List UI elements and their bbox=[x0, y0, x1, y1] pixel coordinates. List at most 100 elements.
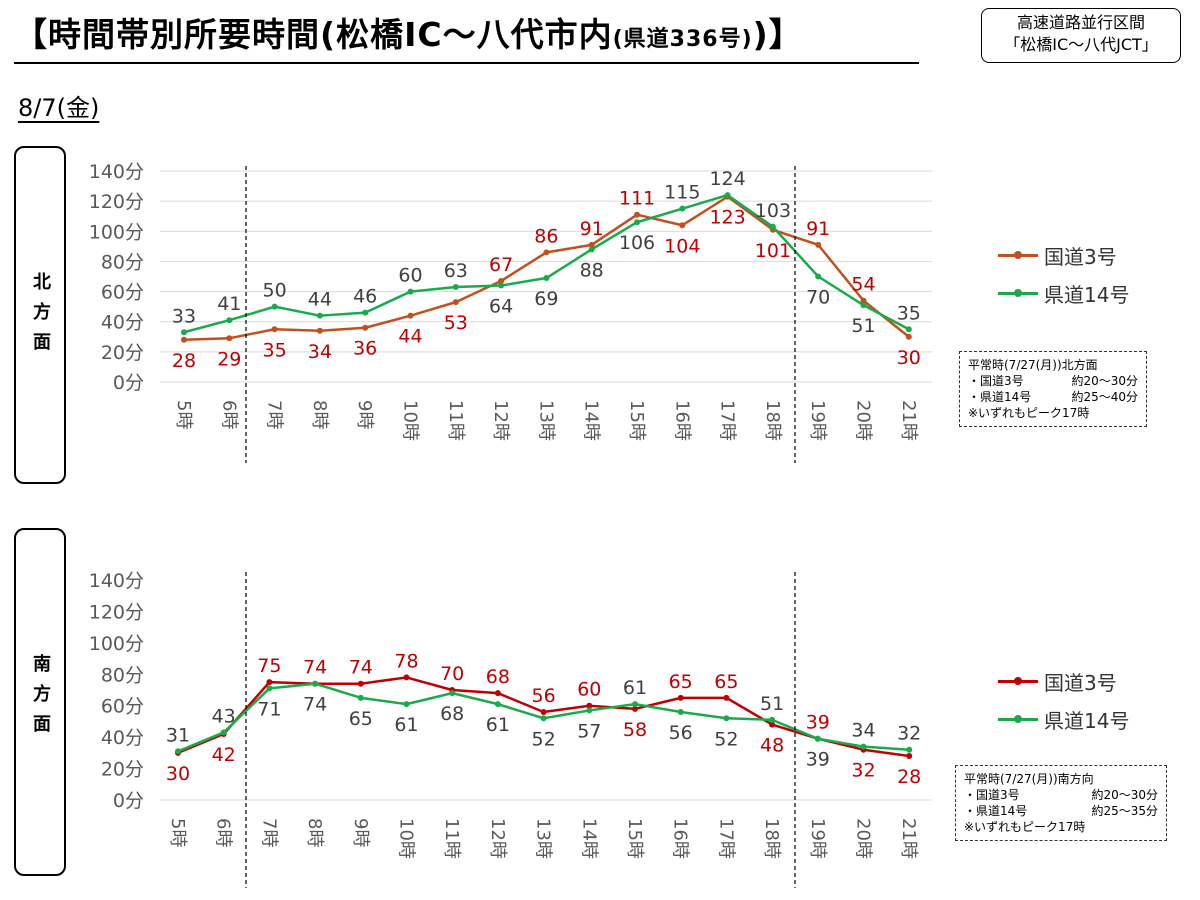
south-chart: 0分 20分 40分 60分 80分 100分 120分 140分 5時 6時 7時 8時 9時 10時 1… bbox=[89, 570, 932, 859]
north-series-point-0 bbox=[860, 297, 867, 304]
north-series-point-0 bbox=[452, 299, 459, 306]
south-data-label-0: 74 bbox=[303, 657, 327, 679]
north-data-label-0: 67 bbox=[489, 254, 513, 276]
south-data-label-0: 42 bbox=[212, 744, 236, 766]
north-series-point-1 bbox=[316, 312, 323, 319]
north-series-point-0 bbox=[316, 327, 323, 334]
south-legend-label-pref14: 県道14号 bbox=[1044, 708, 1130, 733]
north-legend-item-route3: 国道3号 bbox=[998, 236, 1129, 274]
pref14-swatch-icon bbox=[998, 289, 1038, 297]
north-data-label-1: 103 bbox=[755, 200, 791, 222]
south-data-label-1: 61 bbox=[486, 714, 510, 736]
north-series-point-1 bbox=[905, 326, 912, 333]
page-title: 【時間帯別所要時間(松橋IC～八代市内(県道336号))】 bbox=[14, 8, 803, 56]
south-series-point-1 bbox=[586, 707, 593, 714]
south-legend-label-route3: 国道3号 bbox=[1044, 670, 1117, 695]
north-series-line-1 bbox=[183, 193, 910, 334]
north-series-point-1 bbox=[452, 284, 459, 291]
north-series-point-1 bbox=[588, 246, 595, 253]
north-x-tick-label: 20時 bbox=[853, 400, 874, 441]
north-data-label-1: 115 bbox=[664, 182, 700, 204]
south-y-tick-label: 20分 bbox=[101, 759, 144, 781]
south-series-point-1 bbox=[632, 701, 638, 708]
south-x-tick-label: 10時 bbox=[396, 818, 417, 859]
north-y-tick-label: 80分 bbox=[101, 251, 144, 273]
north-normal-box: 平常時(7/27(月))北方面 ・国道3号 約20～30分 ・県道14号 約25～4… bbox=[959, 351, 1147, 427]
south-data-label-1: 32 bbox=[897, 723, 921, 745]
north-series-point-1 bbox=[860, 302, 867, 309]
north-series-point-0 bbox=[498, 278, 505, 285]
north-data-label-1: 60 bbox=[398, 265, 422, 287]
south-data-label-1: 65 bbox=[349, 708, 373, 730]
expressway-note-box: 高速道路並行区間 「松橋IC～八代JCT」 bbox=[981, 8, 1181, 63]
north-y-tick-label: 0分 bbox=[113, 372, 144, 394]
south-data-label-1: 61 bbox=[394, 714, 418, 736]
south-y-tick-label: 120分 bbox=[89, 601, 144, 623]
south-series-point-0 bbox=[494, 690, 501, 697]
north-chart: 0分 20分 40分 60分 80分 100分 120分 140分 5時 6時 7時 8時 9時 10時 1… bbox=[89, 161, 932, 441]
north-series-point-0 bbox=[679, 222, 686, 229]
south-series-point-0 bbox=[357, 680, 364, 687]
north-x-tick-label: 17時 bbox=[717, 400, 738, 441]
north-series-point-1 bbox=[679, 205, 686, 212]
title-end: )】 bbox=[752, 15, 803, 54]
south-normal-row-value: 約25～35分 bbox=[1091, 804, 1158, 818]
north-data-label-1: 124 bbox=[709, 168, 745, 190]
note-line-1: 高速道路並行区間 bbox=[1016, 13, 1145, 32]
north-normal-row-label: ・国道3号 bbox=[968, 374, 1024, 388]
south-data-label-1: 39 bbox=[806, 749, 830, 771]
north-data-label-0: 53 bbox=[444, 312, 468, 334]
south-series-point-1 bbox=[220, 729, 227, 736]
north-data-label-0: 91 bbox=[806, 218, 830, 240]
south-series-point-0 bbox=[906, 753, 913, 759]
south-series-point-0 bbox=[403, 674, 410, 681]
title-main: 【時間帯別所要時間(松橋IC～八代市内 bbox=[14, 15, 613, 54]
south-char-1: 南 bbox=[33, 654, 51, 675]
north-normal-row: ・県道14号 約25～40分 bbox=[968, 389, 1138, 405]
south-normal-title: 平常時(7/27(月))南方向 bbox=[964, 772, 1094, 786]
north-y-tick-label: 20分 bbox=[101, 342, 144, 364]
south-x-tick-label: 11時 bbox=[441, 818, 462, 859]
north-x-tick-label: 11時 bbox=[445, 400, 466, 441]
north-series-point-1 bbox=[181, 329, 187, 336]
date-label: 8/7(金) bbox=[18, 94, 100, 122]
south-y-tick-label: 140分 bbox=[89, 570, 144, 592]
north-x-tick-label: 21時 bbox=[898, 400, 919, 441]
south-x-tick-label: 5時 bbox=[167, 818, 188, 847]
south-series-point-1 bbox=[814, 735, 821, 742]
south-data-label-1: 34 bbox=[851, 720, 875, 742]
north-data-label-1: 44 bbox=[308, 289, 332, 311]
north-series-point-0 bbox=[407, 312, 414, 319]
pref14-swatch-icon bbox=[998, 715, 1038, 723]
south-data-label-0: 70 bbox=[440, 663, 464, 685]
south-series-point-0 bbox=[632, 705, 638, 712]
south-data-label-0: 56 bbox=[532, 685, 556, 707]
south-x-tick-label: 18時 bbox=[761, 818, 782, 859]
north-series-point-0 bbox=[634, 211, 640, 218]
south-x-tick-label: 13時 bbox=[533, 818, 554, 859]
south-data-label-0: 30 bbox=[166, 763, 190, 785]
north-series-point-0 bbox=[588, 241, 595, 248]
north-series-point-1 bbox=[271, 303, 278, 310]
north-data-label-0: 34 bbox=[308, 341, 332, 363]
south-x-tick-label: 15時 bbox=[624, 818, 645, 859]
south-data-label-0: 58 bbox=[623, 719, 647, 741]
south-x-tick-label: 12時 bbox=[487, 818, 508, 859]
south-normal-row-label: ・国道3号 bbox=[964, 788, 1020, 802]
south-legend-item-pref14: 県道14号 bbox=[998, 700, 1129, 738]
north-data-label-1: 69 bbox=[534, 288, 558, 310]
south-data-label-1: 68 bbox=[440, 703, 464, 725]
north-x-tick-label: 8時 bbox=[309, 400, 330, 429]
south-data-label-1: 74 bbox=[303, 694, 327, 716]
south-data-label-0: 60 bbox=[577, 679, 601, 701]
south-series-point-0 bbox=[540, 709, 547, 715]
south-data-label-1: 52 bbox=[714, 728, 738, 750]
south-data-label-1: 43 bbox=[212, 705, 236, 727]
south-normal-row: ・県道14号 約25～35分 bbox=[964, 803, 1158, 819]
south-data-label-0: 48 bbox=[760, 735, 784, 757]
south-x-tick-label: 8時 bbox=[304, 818, 325, 847]
north-y-tick-label: 140分 bbox=[89, 161, 144, 183]
north-data-label-1: 64 bbox=[489, 296, 513, 318]
north-direction-label: 北 方 面 bbox=[16, 268, 68, 358]
north-series-point-1 bbox=[543, 275, 550, 282]
